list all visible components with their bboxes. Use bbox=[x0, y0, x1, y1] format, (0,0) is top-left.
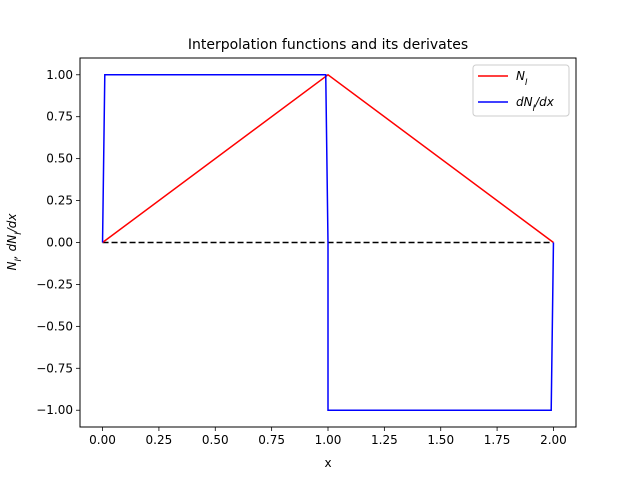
y-axis-ticks: −1.00 −0.75 −0.50 −0.25 0.00 0.25 0.50 0.75 1.00 bbox=[36, 68, 80, 417]
y-axis-label: NI, dNI/dx bbox=[5, 213, 24, 271]
y-tick-label: −1.00 bbox=[36, 403, 73, 417]
series-ni-line bbox=[102, 73, 554, 244]
legend-label-ni: NI bbox=[516, 69, 528, 88]
x-tick-label: 1.00 bbox=[315, 433, 342, 447]
legend-label-dni-dx: dNI/dx bbox=[516, 95, 555, 114]
chart-title: Interpolation functions and its derivate… bbox=[188, 37, 468, 53]
x-tick-label: 2.00 bbox=[540, 433, 567, 447]
legend: NI dNI/dx bbox=[472, 64, 570, 117]
series-dni-dx-line bbox=[101, 74, 555, 411]
x-tick-label: 1.25 bbox=[371, 433, 398, 447]
y-tick-label: −0.75 bbox=[36, 361, 73, 375]
y-tick-label: 0.25 bbox=[46, 194, 73, 208]
x-tick-label: 1.50 bbox=[427, 433, 454, 447]
x-tick-label: 0.25 bbox=[146, 433, 173, 447]
x-axis-label: x bbox=[324, 456, 331, 470]
x-tick-label: 0.50 bbox=[202, 433, 229, 447]
x-tick-label: 1.75 bbox=[484, 433, 511, 447]
y-tick-label: 0.75 bbox=[46, 110, 73, 124]
plot-lines bbox=[101, 73, 555, 411]
y-tick-label: 1.00 bbox=[46, 68, 73, 82]
y-tick-label: −0.50 bbox=[36, 319, 73, 333]
x-tick-label: 0.75 bbox=[258, 433, 285, 447]
x-tick-label: 0.00 bbox=[89, 433, 116, 447]
y-tick-label: 0.00 bbox=[46, 236, 73, 250]
y-tick-label: −0.25 bbox=[36, 277, 73, 291]
axes-frame bbox=[79, 57, 577, 428]
x-axis-ticks: 0.00 0.25 0.50 0.75 1.00 1.25 1.50 1.75 2.00 bbox=[89, 427, 567, 447]
legend-box bbox=[472, 64, 570, 117]
y-tick-label: 0.50 bbox=[46, 152, 73, 166]
